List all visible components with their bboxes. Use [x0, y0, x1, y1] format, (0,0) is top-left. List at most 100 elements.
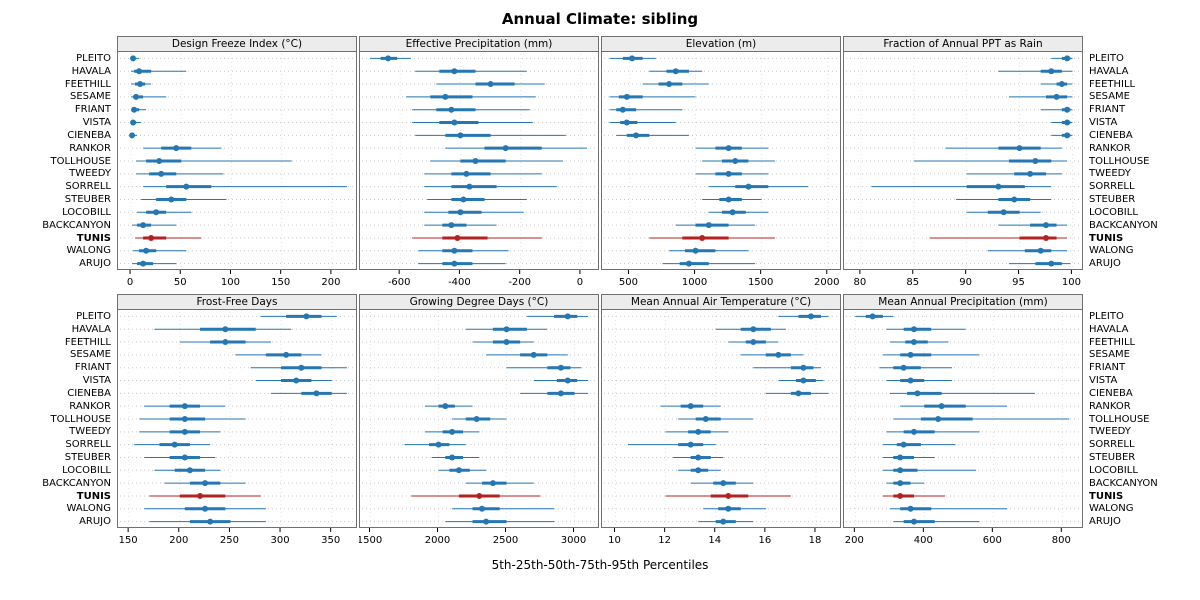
svg-text:14: 14	[708, 535, 721, 546]
panel-6: Growing Degree Days (°C) 1500 2000 2500 3000	[359, 294, 599, 552]
station-label-sorrell: SORRELL	[1089, 181, 1135, 193]
panel-plot	[359, 52, 599, 270]
panel-plot	[843, 310, 1083, 528]
panel-x-axis: 1500 2000 2500 3000	[359, 528, 586, 546]
station-label-sorrell: SORRELL	[65, 439, 111, 451]
svg-text:90: 90	[959, 277, 972, 288]
station-label-friant: FRIANT	[1089, 362, 1126, 374]
svg-text:400: 400	[914, 535, 933, 546]
station-label-cieneba: CIENEBA	[1089, 129, 1133, 141]
panel-3: Elevation (m) 500 1000 1500 2000	[601, 36, 841, 294]
station-labels-right-row2: PLEITO HAVALA FEETHILL SESAME FRIANT VISTA CIE…	[1084, 294, 1170, 528]
panel-title: Growing Degree Days (°C)	[359, 294, 599, 310]
panel-x-axis: 80 85 90 95 100	[853, 270, 1081, 288]
station-label-tunis: TUNIS	[1089, 490, 1124, 502]
station-label-tweedy: TWEEDY	[69, 426, 111, 438]
svg-text:3000: 3000	[561, 535, 586, 546]
panel-x-axis: 150 200 250 300 350	[119, 528, 340, 546]
station-label-walong: WALONG	[66, 503, 112, 515]
panel-plot	[601, 52, 841, 270]
station-label-cieneba: CIENEBA	[67, 387, 111, 399]
station-label-tollhouse: TOLLHOUSE	[1089, 413, 1150, 425]
station-label-backcanyon: BACKCANYON	[1089, 219, 1158, 231]
svg-text:200: 200	[321, 277, 340, 288]
station-label-vista: VISTA	[1089, 117, 1118, 129]
svg-text:85: 85	[906, 277, 919, 288]
svg-text:2500: 2500	[493, 535, 518, 546]
panel-2: Effective Precipitation (mm) -600 -400 -200…	[359, 36, 599, 294]
station-label-pleito: PLEITO	[1089, 310, 1124, 322]
chart-title: Annual Climate: sibling	[501, 10, 699, 28]
svg-text:18: 18	[809, 535, 822, 546]
svg-text:350: 350	[321, 535, 340, 546]
svg-text:1500: 1500	[359, 535, 382, 546]
svg-text:12: 12	[658, 535, 671, 546]
chart-row-1: PLEITO HAVALA FEETHILL SESAME FRIANT VISTA CIE…	[0, 36, 1200, 294]
panel-title: Mean Annual Air Temperature (°C)	[601, 294, 841, 310]
svg-text:0: 0	[577, 277, 583, 288]
svg-text:150: 150	[271, 277, 290, 288]
x-axis-caption: 5th-25th-50th-75th-95th Percentiles	[491, 558, 709, 572]
svg-text:-600: -600	[388, 277, 411, 288]
station-label-arujo: ARUJO	[79, 516, 111, 528]
station-label-tunis: TUNIS	[1089, 232, 1124, 244]
station-label-locobill: LOCOBILL	[1089, 464, 1138, 476]
svg-text:250: 250	[220, 535, 239, 546]
station-label-rankor: RANKOR	[1089, 142, 1131, 154]
panel-4: Fraction of Annual PPT as Rain 80 85 90 95 10…	[843, 36, 1083, 294]
panel-x-axis: 0 50 100 150 200	[127, 270, 340, 288]
station-label-havala: HAVALA	[71, 65, 111, 77]
station-label-friant: FRIANT	[74, 104, 111, 116]
svg-text:16: 16	[758, 535, 771, 546]
chart-grid: PLEITO HAVALA FEETHILL SESAME FRIANT VISTA CIE…	[0, 36, 1200, 552]
station-labels-right-row1: PLEITO HAVALA FEETHILL SESAME FRIANT VISTA CIE…	[1084, 36, 1170, 270]
station-label-arujo: ARUJO	[1089, 258, 1121, 270]
svg-text:200: 200	[169, 535, 188, 546]
station-label-havala: HAVALA	[71, 323, 111, 335]
svg-text:80: 80	[853, 277, 866, 288]
station-label-locobill: LOCOBILL	[62, 206, 111, 218]
station-label-tollhouse: TOLLHOUSE	[1089, 155, 1150, 167]
station-label-backcanyon: BACKCANYON	[1089, 477, 1158, 489]
station-label-backcanyon: BACKCANYON	[42, 477, 111, 489]
panel-title: Frost-Free Days	[117, 294, 357, 310]
svg-text:50: 50	[174, 277, 187, 288]
station-label-friant: FRIANT	[74, 362, 111, 374]
station-label-steuber: STEUBER	[64, 452, 111, 464]
station-label-pleito: PLEITO	[76, 310, 111, 322]
station-label-locobill: LOCOBILL	[62, 464, 111, 476]
panel-1: Design Freeze Index (°C) 0 50 100 150 200	[117, 36, 357, 294]
svg-text:1000: 1000	[682, 277, 707, 288]
panel-title: Design Freeze Index (°C)	[117, 36, 357, 52]
svg-text:150: 150	[119, 535, 138, 546]
station-label-tunis: TUNIS	[76, 490, 111, 502]
panel-plot	[843, 52, 1083, 270]
station-label-walong: WALONG	[1089, 503, 1134, 515]
station-label-havala: HAVALA	[1089, 323, 1129, 335]
station-label-cieneba: CIENEBA	[67, 129, 111, 141]
panel-plot	[117, 310, 357, 528]
svg-text:-200: -200	[508, 277, 531, 288]
svg-text:800: 800	[1052, 535, 1071, 546]
station-label-feethill: FEETHILL	[1089, 78, 1136, 90]
panel-title: Mean Annual Precipitation (mm)	[843, 294, 1083, 310]
svg-text:2000: 2000	[814, 277, 839, 288]
panel-plot	[117, 52, 357, 270]
station-label-havala: HAVALA	[1089, 65, 1129, 77]
svg-text:0: 0	[127, 277, 133, 288]
panel-title: Elevation (m)	[601, 36, 841, 52]
svg-text:300: 300	[270, 535, 289, 546]
station-label-sesame: SESAME	[70, 349, 111, 361]
panel-x-axis: 500 1000 1500 2000	[619, 270, 840, 288]
station-label-tweedy: TWEEDY	[1089, 426, 1131, 438]
station-label-vista: VISTA	[82, 117, 111, 129]
svg-text:100: 100	[1062, 277, 1081, 288]
svg-text:200: 200	[845, 535, 864, 546]
svg-text:-400: -400	[448, 277, 471, 288]
panel-plot	[359, 310, 599, 528]
station-label-pleito: PLEITO	[76, 52, 111, 64]
station-label-locobill: LOCOBILL	[1089, 206, 1138, 218]
svg-text:1500: 1500	[748, 277, 773, 288]
station-label-steuber: STEUBER	[1089, 452, 1136, 464]
